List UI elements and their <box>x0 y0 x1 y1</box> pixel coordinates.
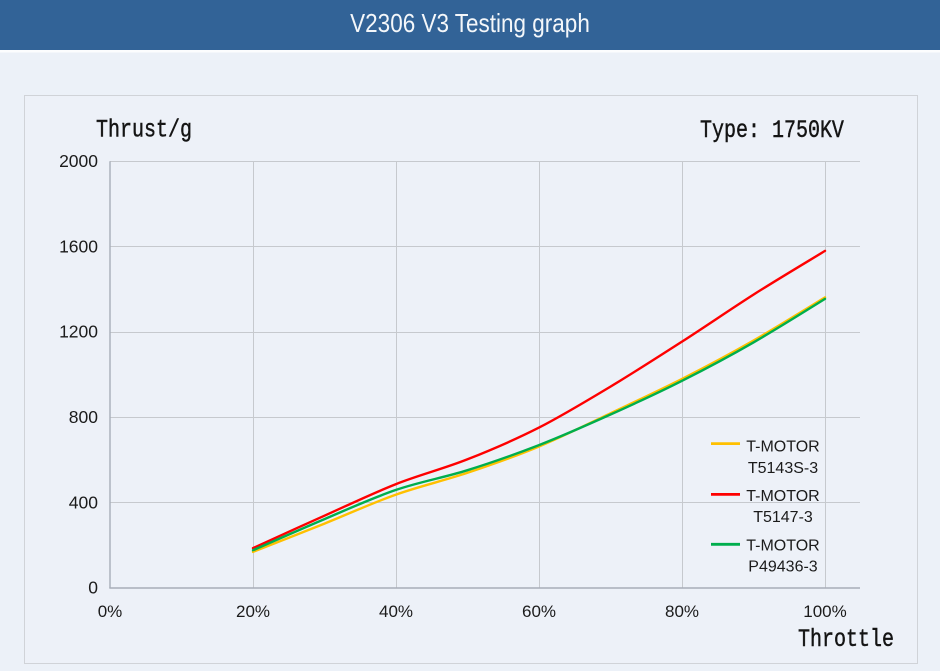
svg-text:2000: 2000 <box>59 151 98 171</box>
svg-text:400: 400 <box>69 492 98 512</box>
svg-text:Thrust/g: Thrust/g <box>96 115 192 144</box>
svg-text:80%: 80% <box>665 602 699 621</box>
svg-text:Type: 1750KV: Type: 1750KV <box>700 116 844 145</box>
svg-text:P49436-3: P49436-3 <box>748 558 817 575</box>
svg-text:40%: 40% <box>379 602 413 621</box>
svg-text:800: 800 <box>69 407 98 427</box>
svg-text:0: 0 <box>88 578 98 598</box>
svg-text:T-MOTOR: T-MOTOR <box>746 538 819 555</box>
svg-text:1600: 1600 <box>59 236 98 256</box>
svg-text:Throttle: Throttle <box>798 625 894 654</box>
svg-text:T-MOTOR: T-MOTOR <box>746 439 819 456</box>
svg-text:100%: 100% <box>803 602 846 621</box>
svg-text:1200: 1200 <box>59 322 98 342</box>
svg-text:T-MOTOR: T-MOTOR <box>746 488 819 505</box>
svg-text:20%: 20% <box>236 602 270 621</box>
svg-text:T5147-3: T5147-3 <box>753 509 813 526</box>
svg-text:60%: 60% <box>522 602 556 621</box>
svg-text:T5143S-3: T5143S-3 <box>748 460 818 477</box>
svg-text:0%: 0% <box>98 602 123 621</box>
svg-text:V2306 V3 Testing graph: V2306 V3 Testing graph <box>350 10 590 39</box>
